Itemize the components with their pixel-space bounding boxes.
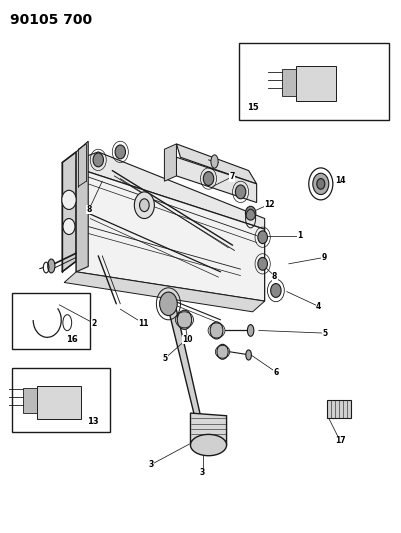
Text: 1: 1 (297, 231, 303, 240)
Polygon shape (166, 301, 200, 416)
Text: 5: 5 (163, 354, 168, 362)
Circle shape (203, 172, 214, 185)
Polygon shape (76, 168, 265, 301)
Circle shape (313, 173, 329, 195)
Text: 15: 15 (247, 103, 258, 112)
Circle shape (258, 257, 267, 270)
Circle shape (134, 192, 154, 219)
Polygon shape (190, 413, 227, 445)
Ellipse shape (211, 155, 218, 168)
Circle shape (271, 284, 281, 297)
Circle shape (160, 292, 177, 316)
Text: 90105 700: 90105 700 (10, 13, 92, 27)
Text: 11: 11 (138, 319, 149, 328)
Text: 8: 8 (86, 205, 92, 214)
Circle shape (140, 199, 149, 212)
Text: 13: 13 (87, 417, 98, 426)
Circle shape (62, 190, 76, 209)
Polygon shape (327, 400, 351, 418)
Polygon shape (76, 141, 88, 272)
Circle shape (317, 179, 325, 189)
Circle shape (235, 185, 246, 199)
Text: 17: 17 (335, 437, 345, 445)
Polygon shape (176, 144, 257, 184)
Text: 8: 8 (272, 272, 277, 280)
Ellipse shape (48, 259, 55, 273)
Bar (12, 293, 90, 349)
Text: 6: 6 (273, 368, 279, 376)
Circle shape (210, 322, 223, 339)
Circle shape (245, 206, 256, 220)
Ellipse shape (247, 325, 254, 336)
Bar (12, 368, 110, 432)
Text: 2: 2 (91, 319, 97, 328)
Circle shape (115, 145, 126, 159)
Bar (282, 69, 296, 96)
Ellipse shape (246, 350, 251, 360)
Circle shape (258, 231, 267, 244)
Polygon shape (164, 144, 176, 181)
Circle shape (93, 153, 103, 167)
Text: 3: 3 (148, 461, 154, 469)
Polygon shape (64, 272, 265, 312)
Text: 10: 10 (182, 335, 193, 344)
Bar (37, 386, 81, 419)
Text: 12: 12 (264, 200, 275, 208)
Polygon shape (62, 152, 76, 272)
Text: 9: 9 (321, 253, 327, 262)
Text: 4: 4 (316, 302, 322, 311)
Text: 7: 7 (229, 173, 235, 181)
Bar (23, 388, 37, 414)
Text: 16: 16 (67, 335, 78, 344)
Bar (296, 67, 336, 101)
Text: 3: 3 (200, 469, 205, 477)
Polygon shape (176, 157, 257, 203)
Text: 14: 14 (335, 176, 345, 184)
Circle shape (63, 219, 75, 235)
Circle shape (177, 310, 192, 329)
Circle shape (217, 344, 228, 359)
Polygon shape (76, 152, 265, 229)
Bar (239, 43, 389, 120)
Ellipse shape (190, 434, 227, 456)
Text: 5: 5 (322, 329, 327, 337)
